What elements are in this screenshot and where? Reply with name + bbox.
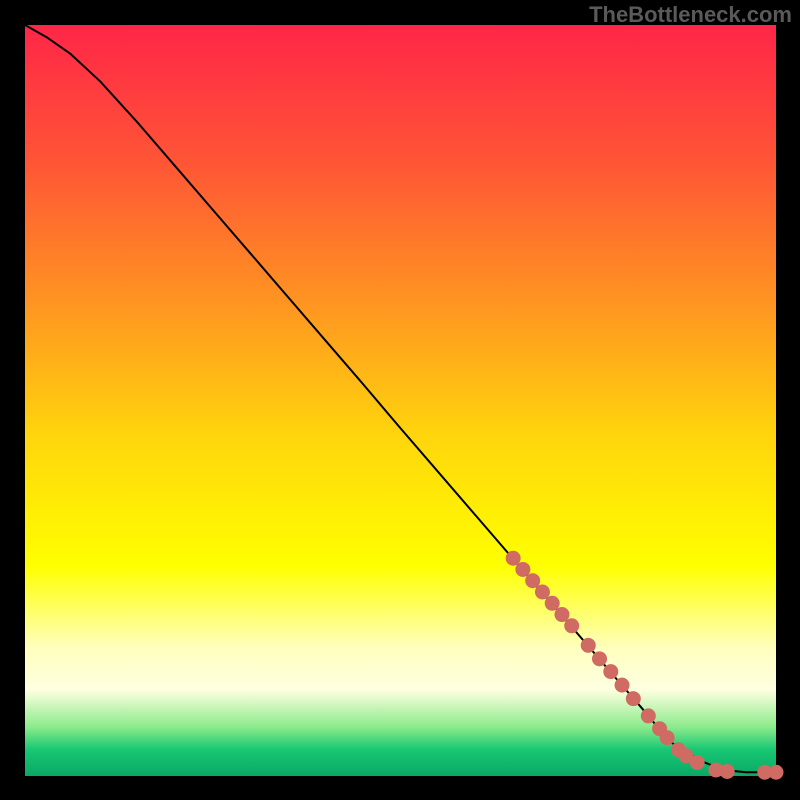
- data-point: [581, 638, 595, 652]
- data-point: [516, 562, 530, 576]
- data-point: [535, 585, 549, 599]
- data-point: [593, 652, 607, 666]
- data-point: [615, 678, 629, 692]
- data-point: [626, 692, 640, 706]
- data-point: [769, 765, 783, 779]
- watermark-text: TheBottleneck.com: [589, 2, 792, 28]
- data-point: [526, 574, 540, 588]
- data-point: [545, 596, 559, 610]
- data-point: [660, 731, 674, 745]
- data-point: [604, 665, 618, 679]
- data-point: [641, 709, 655, 723]
- bottleneck-chart: [0, 0, 800, 800]
- data-point: [506, 551, 520, 565]
- data-point: [565, 619, 579, 633]
- data-point: [690, 755, 704, 769]
- data-point: [720, 764, 734, 778]
- data-point: [555, 608, 569, 622]
- chart-background: [25, 25, 776, 776]
- chart-container: TheBottleneck.com: [0, 0, 800, 800]
